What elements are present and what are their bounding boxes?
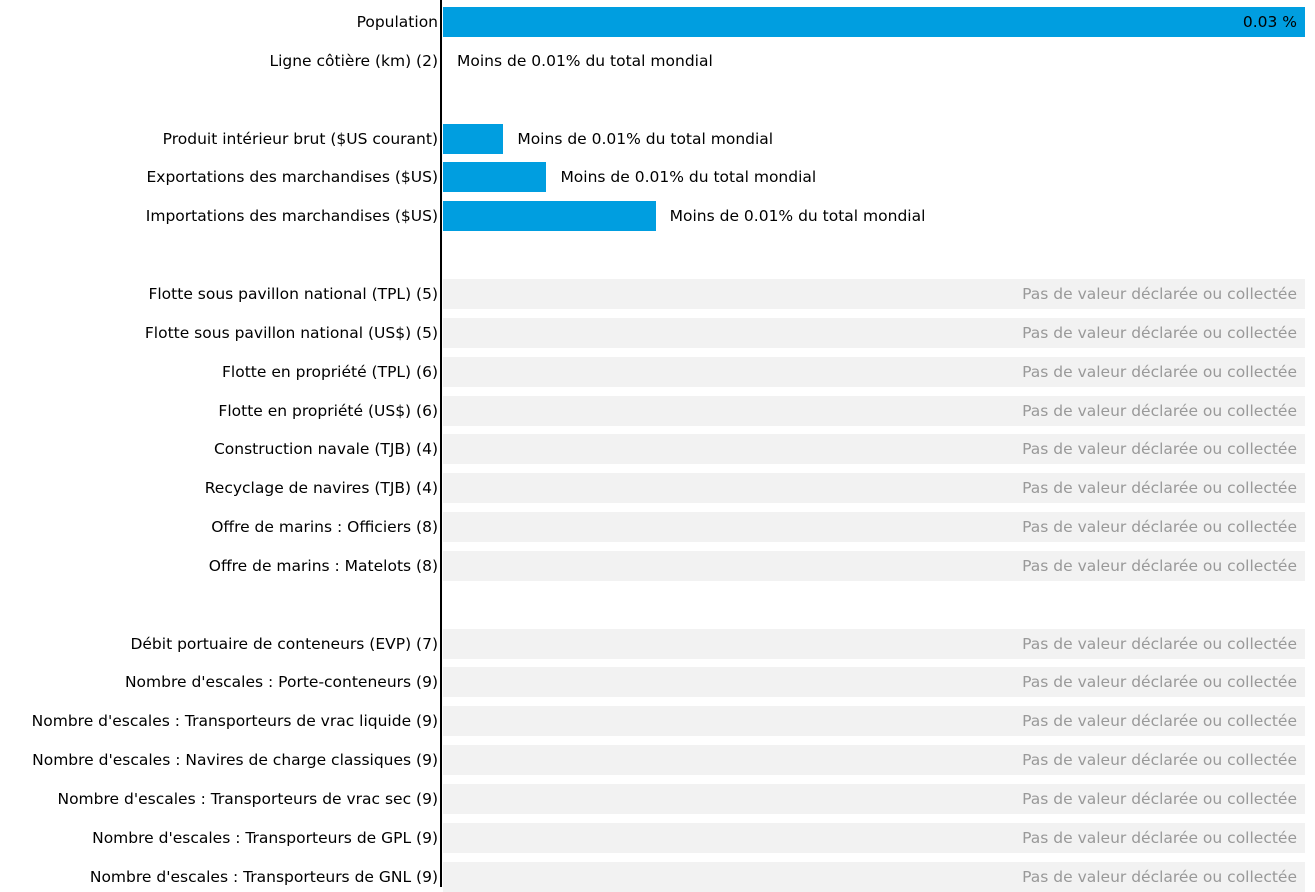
chart-row: Flotte en propriété (TPL) (6) Pas de vale…	[0, 356, 1315, 387]
value-label: 0.03 %	[1242, 13, 1297, 31]
row-label: Débit portuaire de conteneurs (EVP) (7)	[130, 634, 438, 653]
vertical-axis-line	[440, 0, 442, 887]
chart-row: Flotte en propriété (US$) (6) Pas de vale…	[0, 395, 1315, 426]
row-label: Construction navale (TJB) (4)	[213, 440, 438, 459]
no-data-track	[443, 784, 1305, 814]
chart-row: Recyclage de navires (TJB) (4) Pas de val…	[0, 473, 1315, 504]
no-data-note: Pas de valeur déclarée ou collectée	[1022, 556, 1297, 575]
value-bar	[443, 123, 504, 154]
row-label: Nombre d'escales : Transporteurs de GNL …	[89, 867, 438, 886]
row-label: Nombre d'escales : Transporteurs de GPL …	[92, 828, 438, 847]
row-label: Flotte en propriété (TPL) (6)	[222, 362, 438, 381]
chart-row: Construction navale (TJB) (4) Pas de vale…	[0, 434, 1315, 465]
no-data-note: Pas de valeur déclarée ou collectée	[1022, 673, 1297, 692]
chart-row: Population 0.03 %	[0, 7, 1315, 37]
no-data-track	[443, 278, 1305, 309]
chart-row: Nombre d'escales : Transporteurs de vrac…	[0, 784, 1315, 814]
no-data-track	[443, 356, 1305, 387]
value-bar	[443, 7, 1305, 37]
share-note: Moins de 0.01% du total mondial	[669, 207, 926, 226]
chart-row: Nombre d'escales : Navires de charge cla…	[0, 745, 1315, 776]
chart-row: Offre de marins : Officiers (8) Pas de va…	[0, 512, 1315, 543]
chart-row: Nombre d'escales : Transporteurs de vrac…	[0, 706, 1315, 737]
row-label: Recyclage de navires (TJB) (4)	[204, 479, 438, 498]
no-data-note: Pas de valeur déclarée ou collectée	[1022, 634, 1297, 653]
share-note: Moins de 0.01% du total mondial	[457, 51, 713, 70]
row-label: Flotte sous pavillon national (US$) (5)	[144, 323, 438, 342]
no-data-track	[443, 512, 1305, 543]
no-data-note: Pas de valeur déclarée ou collectée	[1022, 323, 1297, 342]
chart-row: Offre de marins : Matelots (8) Pas de val…	[0, 550, 1315, 581]
no-data-note: Pas de valeur déclarée ou collectée	[1022, 440, 1297, 459]
row-label: Importations des marchandises ($US)	[145, 207, 438, 226]
no-data-note: Pas de valeur déclarée ou collectée	[1022, 790, 1297, 808]
row-label: Exportations des marchandises ($US)	[146, 168, 438, 187]
no-data-track	[443, 706, 1305, 737]
row-label: Offre de marins : Officiers (8)	[211, 518, 438, 537]
no-data-track	[443, 822, 1305, 853]
chart-row: Débit portuaire de conteneurs (EVP) (7) P…	[0, 628, 1315, 659]
chart-row: Flotte sous pavillon national (US$) (5) P…	[0, 317, 1315, 348]
no-data-track	[443, 395, 1305, 426]
no-data-note: Pas de valeur déclarée ou collectée	[1022, 712, 1297, 731]
value-bar	[443, 201, 656, 232]
row-label: Nombre d'escales : Transporteurs de vrac…	[31, 712, 438, 731]
chart-row: Nombre d'escales : Transporteurs de GPL …	[0, 822, 1315, 853]
no-data-note: Pas de valeur déclarée ou collectée	[1022, 518, 1297, 537]
no-data-note: Pas de valeur déclarée ou collectée	[1022, 751, 1297, 770]
chart-row: Importations des marchandises ($US) Moins…	[0, 201, 1315, 232]
row-label: Ligne côtière (km) (2)	[269, 51, 438, 70]
no-data-note: Pas de valeur déclarée ou collectée	[1022, 401, 1297, 420]
row-label: Produit intérieur brut ($US courant)	[162, 129, 438, 148]
row-label: Population	[356, 13, 438, 31]
chart-row: Flotte sous pavillon national (TPL) (5) P…	[0, 278, 1315, 309]
share-note: Moins de 0.01% du total mondial	[560, 168, 817, 187]
chart-row: Produit intérieur brut ($US courant) Moin…	[0, 123, 1315, 154]
chart-row: Nombre d'escales : Porte-conteneurs (9) P…	[0, 667, 1315, 698]
chart-row: Ligne côtière (km) (2) Moins de 0.01% du …	[0, 46, 1315, 76]
no-data-track	[443, 473, 1305, 504]
value-bar	[443, 162, 547, 193]
no-data-note: Pas de valeur déclarée ou collectée	[1022, 479, 1297, 498]
row-label: Flotte sous pavillon national (TPL) (5)	[148, 284, 438, 303]
row-label: Flotte en propriété (US$) (6)	[218, 401, 438, 420]
row-label: Nombre d'escales : Porte-conteneurs (9)	[124, 673, 438, 692]
no-data-track	[443, 745, 1305, 776]
no-data-note: Pas de valeur déclarée ou collectée	[1022, 867, 1297, 886]
no-data-note: Pas de valeur déclarée ou collectée	[1022, 284, 1297, 303]
no-data-note: Pas de valeur déclarée ou collectée	[1022, 828, 1297, 847]
row-label: Offre de marins : Matelots (8)	[208, 556, 438, 575]
no-data-track	[443, 628, 1305, 659]
no-data-track	[443, 317, 1305, 348]
no-data-track	[443, 667, 1305, 698]
no-data-note: Pas de valeur déclarée ou collectée	[1022, 362, 1297, 381]
no-data-track	[443, 550, 1305, 581]
share-note: Moins de 0.01% du total mondial	[517, 129, 774, 148]
row-label: Nombre d'escales : Navires de charge cla…	[32, 751, 438, 770]
chart-row: Nombre d'escales : Transporteurs de GNL …	[0, 861, 1315, 892]
no-data-track	[443, 434, 1305, 465]
chart-row: Exportations des marchandises ($US) Moins…	[0, 162, 1315, 193]
row-label: Nombre d'escales : Transporteurs de vrac…	[57, 790, 438, 808]
